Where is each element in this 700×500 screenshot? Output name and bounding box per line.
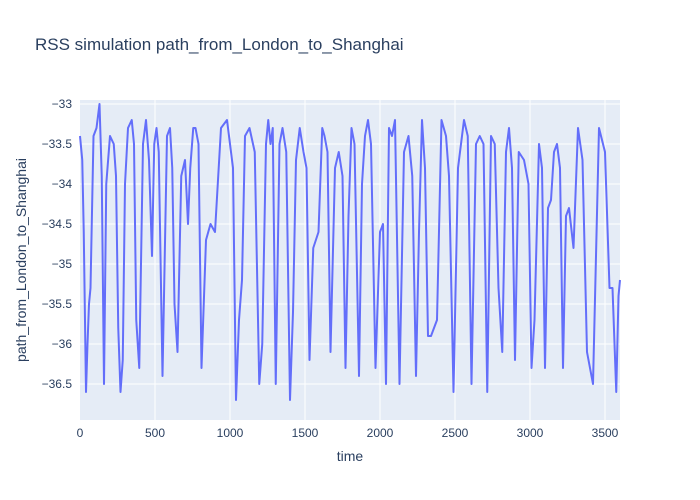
x-tick-label: 500	[145, 426, 165, 440]
x-tick-label: 1000	[217, 426, 244, 440]
y-tick-label: −35.5	[42, 297, 73, 311]
y-axis-label: path_from_London_to_Shanghai	[13, 158, 29, 362]
y-tick-label: −34.5	[42, 217, 73, 231]
x-tick-label: 1500	[292, 426, 319, 440]
y-tick-label: −33	[52, 97, 73, 111]
y-tick-label: −35	[52, 257, 73, 271]
x-tick-label: 3500	[592, 426, 619, 440]
y-tick-label: −36.5	[42, 377, 73, 391]
series-layer	[79, 103, 621, 401]
x-tick-label: 0	[77, 426, 84, 440]
y-tick-label: −36	[52, 337, 73, 351]
x-tick-label: 3000	[517, 426, 544, 440]
chart-title: RSS simulation path_from_London_to_Shang…	[35, 35, 404, 54]
y-axis-ticks: −33 −33.5 −34 −34.5 −35 −35.5 −36 −36.5	[42, 97, 73, 391]
x-tick-label: 2000	[367, 426, 394, 440]
y-tick-label: −33.5	[42, 137, 73, 151]
y-tick-label: −34	[52, 177, 73, 191]
x-axis-ticks: 0 500 1000 1500 2000 2500 3000 3500	[77, 426, 619, 440]
x-tick-label: 2500	[442, 426, 469, 440]
series-line-path	[79, 103, 621, 401]
x-axis-label: time	[337, 448, 364, 464]
